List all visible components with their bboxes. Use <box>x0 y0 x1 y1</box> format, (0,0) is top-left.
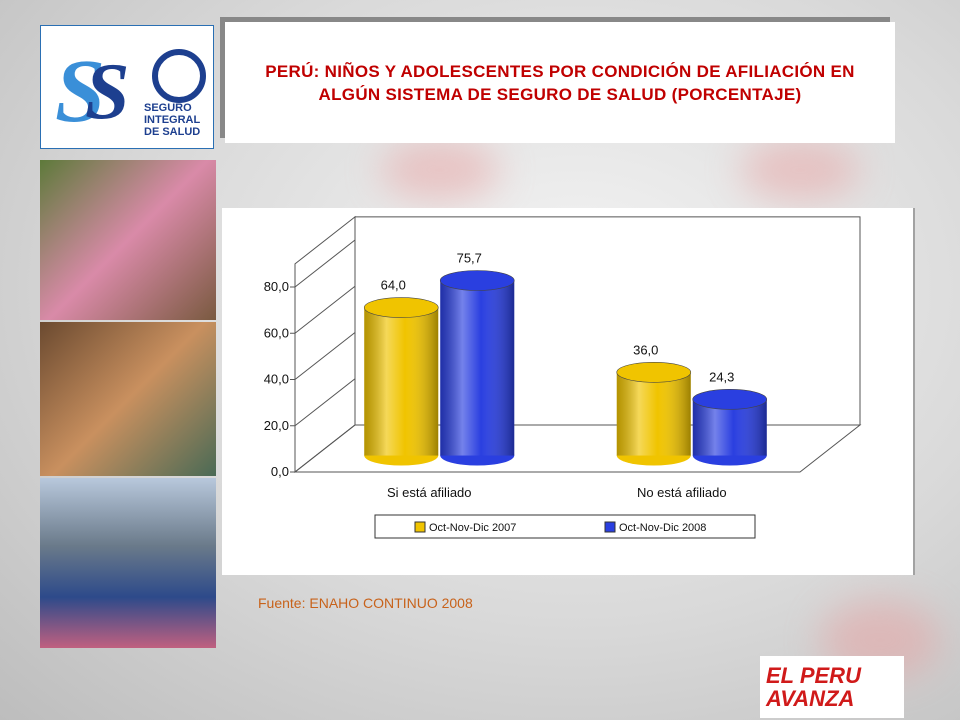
legend-label: Oct-Nov-Dic 2008 <box>619 522 706 534</box>
bar-top <box>616 362 692 383</box>
grid-line <box>294 378 356 427</box>
data-label: 64,0 <box>381 278 406 293</box>
background-blob <box>740 140 860 200</box>
source: Fuente: ENAHO CONTINUO 2008 <box>258 595 473 611</box>
grid-line <box>294 424 356 473</box>
photo <box>40 478 216 648</box>
data-label: 75,7 <box>457 250 482 265</box>
legend-label: Oct-Nov-Dic 2007 <box>429 522 516 534</box>
logo-text: EL PERU AVANZA <box>766 663 861 711</box>
data-label: 24,3 <box>709 369 734 384</box>
chart-title: PERÚ: NIÑOS Y ADOLESCENTES POR CONDICIÓN… <box>265 61 855 104</box>
grid-line <box>294 285 356 334</box>
y-tick-label: 20,0 <box>264 418 289 433</box>
grid-line <box>294 332 356 380</box>
y-tick-label: 80,0 <box>264 279 289 294</box>
bar-top <box>692 389 768 410</box>
photo <box>40 322 216 476</box>
background-blob <box>380 140 500 200</box>
photo <box>40 160 216 320</box>
data-label: 36,0 <box>633 342 658 357</box>
logo: EL PERU AVANZA <box>760 656 904 718</box>
grid-line <box>294 239 356 288</box>
logo: S S SEGURO INTEGRAL DE SALUD <box>40 25 214 149</box>
bar-shade <box>440 280 515 456</box>
legend-swatch <box>414 521 426 533</box>
bar-shade <box>364 307 439 456</box>
x-tick-label: No está afiliado <box>637 485 727 500</box>
logo-graphic: S S <box>55 42 206 141</box>
bar-top <box>439 270 515 291</box>
bar-top <box>363 297 439 318</box>
legend-swatch <box>604 521 616 533</box>
y-tick-label: 40,0 <box>264 372 289 387</box>
logo-text: SEGURO INTEGRAL DE SALUD <box>144 102 201 138</box>
chart: 0,0 20,0 40,0 60,0 80,0 Si está afiliado 64,0 7… <box>222 208 915 575</box>
y-tick-label: 60,0 <box>264 325 289 340</box>
title-box: PERÚ: NIÑOS Y ADOLESCENTES POR CONDICIÓN… <box>225 22 895 143</box>
bar-shade <box>616 372 691 456</box>
svg-text:S: S <box>85 48 130 136</box>
legend-box <box>374 514 756 539</box>
y-tick-label: 0,0 <box>271 464 289 479</box>
svg-text:S: S <box>55 42 105 141</box>
x-tick-label: Si está afiliado <box>387 485 472 500</box>
